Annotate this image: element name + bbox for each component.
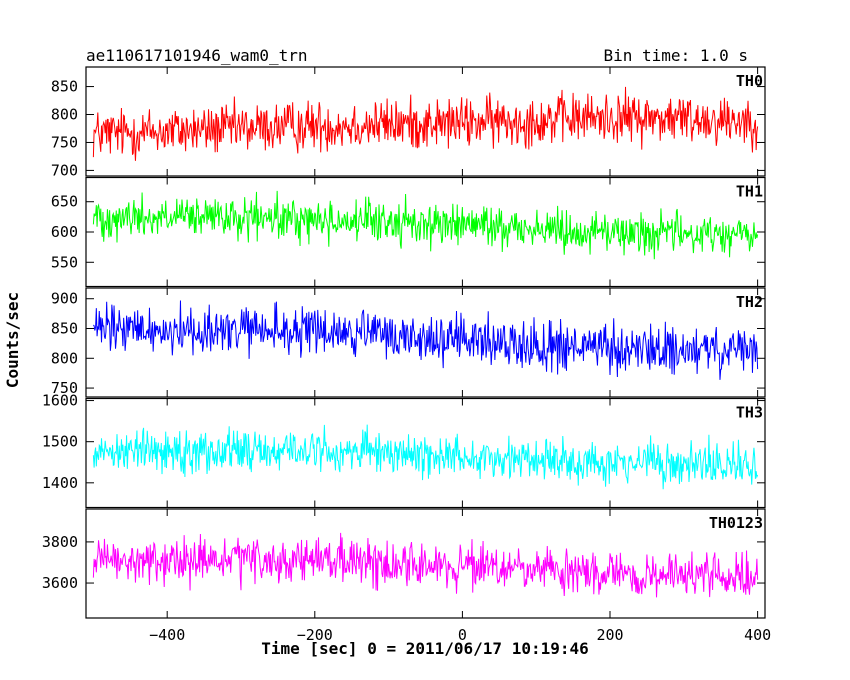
- y-tick-label-th2: 900: [51, 290, 78, 308]
- x-tick-label: −200: [297, 626, 333, 644]
- panel-label-th2: TH2: [736, 293, 763, 311]
- series-line-th2: [93, 300, 759, 380]
- series-line-th0123: [92, 532, 759, 598]
- y-tick-label-th3: 1500: [42, 433, 78, 451]
- series-line-th0: [92, 86, 759, 161]
- bin-time-label: Bin time: 1.0 s: [604, 46, 749, 65]
- y-tick-label-th2: 850: [51, 320, 78, 338]
- y-tick-label-th1: 600: [51, 223, 78, 241]
- y-tick-label-th0123: 3600: [42, 574, 78, 592]
- panel-frame-th2: [85, 287, 766, 398]
- y-tick-label-th0: 700: [51, 161, 78, 179]
- series-line-th1: [92, 190, 759, 260]
- y-tick-label-th2: 800: [51, 349, 78, 367]
- panel-label-th0: TH0: [736, 72, 763, 90]
- y-tick-label-th1: 550: [51, 253, 78, 271]
- y-tick-label-th1: 650: [51, 193, 78, 211]
- y-tick-label-th0123: 3800: [42, 533, 78, 551]
- panel-frame-th0123: [85, 508, 766, 619]
- y-axis-label: Counts/sec: [3, 292, 22, 388]
- x-axis-label: Time [sec] 0 = 2011/06/17 10:19:46: [261, 639, 589, 658]
- x-tick-label: 400: [744, 626, 771, 644]
- y-tick-label-th3: 1600: [42, 392, 78, 410]
- panel-frame-th0: [85, 66, 766, 177]
- x-tick-label: 200: [596, 626, 623, 644]
- x-tick-label: 0: [458, 626, 467, 644]
- panel-label-th1: TH1: [736, 183, 763, 201]
- y-tick-label-th2: 750: [51, 379, 78, 397]
- y-tick-label-th0: 800: [51, 106, 78, 124]
- panel-frame-th1: [85, 176, 766, 288]
- panel-label-th3: TH3: [736, 404, 763, 422]
- chart-title: ae110617101946_wam0_trn: [86, 46, 308, 65]
- panel-label-th0123: TH0123: [709, 514, 763, 532]
- series-line-th3: [92, 424, 759, 490]
- panels-group: 700 750 800 850 TH0 550 600 650 TH1 750 800 850 900 T…: [42, 66, 771, 644]
- x-tick-label: −400: [149, 626, 185, 644]
- y-tick-label-th0: 750: [51, 133, 78, 151]
- y-tick-label-th3: 1400: [42, 474, 78, 492]
- y-tick-label-th0: 850: [51, 78, 78, 96]
- panel-frame-th3: [85, 397, 766, 509]
